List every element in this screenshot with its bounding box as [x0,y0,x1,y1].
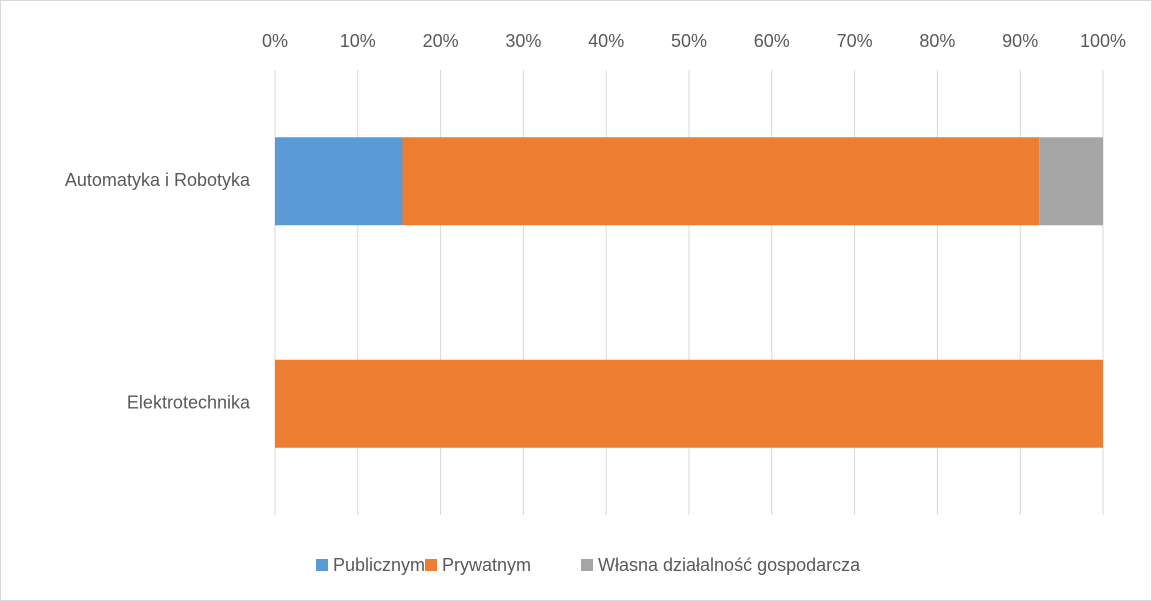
x-tick-label: 80% [919,31,955,51]
legend-label: Własna działalność gospodarcza [598,555,861,575]
x-tick-label: 0% [262,31,288,51]
legend-swatch [581,559,593,571]
x-tick-label: 10% [340,31,376,51]
y-tick-label: Elektrotechnika [127,393,251,413]
bar-segment [275,359,1103,448]
y-tick-label: Automatyka i Robotyka [65,170,251,190]
x-tick-label: 40% [588,31,624,51]
x-tick-label: 20% [423,31,459,51]
bar-segment [1039,137,1103,226]
legend-label: Publicznym [333,555,425,575]
legend-swatch [316,559,328,571]
legend-swatch [425,559,437,571]
x-tick-label: 30% [505,31,541,51]
x-tick-label: 100% [1080,31,1126,51]
x-tick-label: 90% [1002,31,1038,51]
x-tick-label: 70% [837,31,873,51]
x-tick-label: 50% [671,31,707,51]
legend-label: Prywatnym [442,555,531,575]
bar-segment [402,137,1040,226]
x-tick-label: 60% [754,31,790,51]
bar-segment [275,137,403,226]
